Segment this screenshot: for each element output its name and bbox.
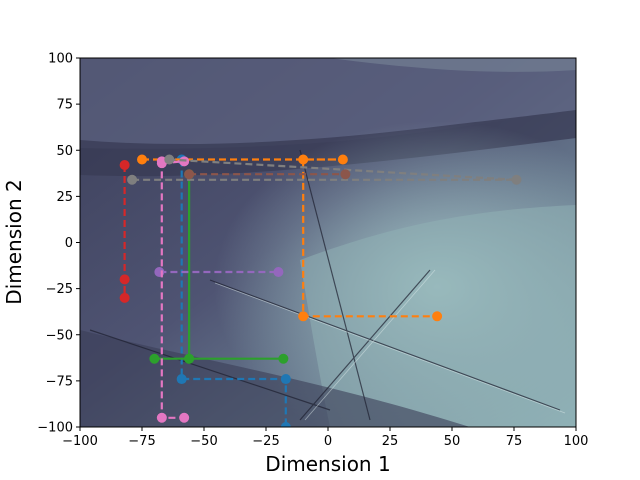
x-tick-label: 100 [564, 434, 589, 449]
y-tick-label: −50 [46, 328, 73, 343]
series-line [132, 158, 517, 181]
data-point [337, 154, 348, 165]
x-tick-label: −75 [128, 434, 155, 449]
x-tick-label: 50 [444, 434, 461, 449]
y-tick-label: 50 [56, 144, 73, 159]
data-point [179, 412, 190, 423]
data-point [340, 169, 351, 180]
series-line [142, 158, 438, 318]
series-layer [119, 154, 522, 427]
y-axis: −100 −75 −50 −25 0 25 50 75 100 [37, 52, 80, 436]
x-axis: −100 −75 −50 −25 0 25 50 75 100 [62, 427, 588, 449]
y-tick-label: 100 [48, 52, 73, 67]
y-tick-label: 25 [56, 190, 73, 205]
y-tick-label: −25 [46, 282, 73, 297]
data-point [298, 154, 309, 165]
y-tick-label: −100 [37, 421, 73, 436]
data-point [176, 374, 187, 385]
x-tick-label: −100 [62, 434, 98, 449]
series-line [180, 159, 287, 427]
y-tick-label: −75 [46, 374, 73, 389]
data-point [273, 267, 284, 278]
series-6 [127, 154, 522, 185]
y-tick-label: 0 [65, 236, 73, 251]
x-tick-label: 25 [382, 434, 399, 449]
series-1 [137, 154, 443, 322]
data-point [280, 422, 291, 427]
data-point [164, 154, 175, 165]
data-point [127, 174, 138, 185]
data-point [184, 353, 195, 364]
data-point [280, 374, 291, 385]
data-point [119, 292, 130, 303]
series-line [154, 174, 284, 360]
data-point [119, 274, 130, 285]
x-tick-label: −50 [190, 434, 217, 449]
y-tick-label: 75 [56, 98, 73, 113]
y-axis-label: Dimension 2 [2, 179, 26, 304]
x-tick-label: −25 [252, 434, 279, 449]
series-7 [184, 169, 351, 180]
data-point [119, 160, 130, 171]
data-point [156, 412, 167, 423]
data-point [298, 311, 309, 322]
data-point [511, 174, 522, 185]
data-point [184, 169, 195, 180]
contour-background [80, 58, 576, 427]
series-3 [119, 160, 130, 303]
data-point [137, 154, 147, 165]
data-point [149, 353, 160, 364]
data-point [278, 353, 289, 364]
x-tick-label: 0 [324, 434, 332, 449]
x-axis-label: Dimension 1 [265, 452, 390, 476]
x-tick-label: 75 [506, 434, 523, 449]
data-point [432, 311, 443, 322]
